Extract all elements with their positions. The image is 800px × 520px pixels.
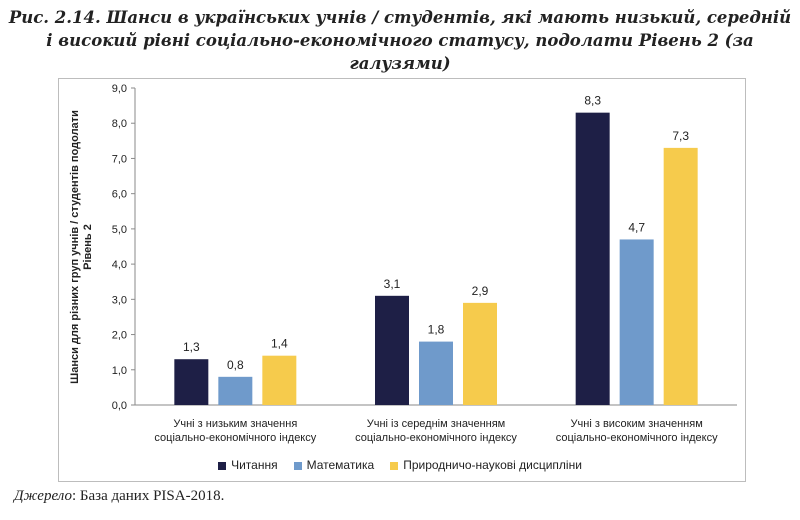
y-tick-label: 8,0 xyxy=(112,118,127,130)
bar-value-label: 1,3 xyxy=(183,340,200,354)
y-tick-label: 2,0 xyxy=(112,330,127,342)
bar-value-label: 8,3 xyxy=(584,94,601,108)
source-label: Джерело xyxy=(14,488,72,504)
source-note: Джерело: База даних PISA-2018. xyxy=(14,488,224,505)
chart-legend: Читання Математика Природничо-наукові дисц… xyxy=(0,458,800,472)
category-label: Учні з низьким значення xyxy=(173,418,297,430)
y-tick-label: 5,0 xyxy=(112,224,127,236)
category-label: Учні із середнім значенням xyxy=(367,418,506,430)
category-label: соціально-економічного індексу xyxy=(556,432,718,444)
bar xyxy=(262,355,297,405)
bar-value-label: 7,3 xyxy=(672,129,689,143)
y-tick-label: 3,0 xyxy=(112,294,127,306)
bar-value-label: 4,7 xyxy=(628,220,645,234)
chart-frame xyxy=(58,78,746,482)
y-tick-label: 7,0 xyxy=(112,153,127,165)
legend-item: Математика xyxy=(293,458,375,472)
bar xyxy=(619,239,654,405)
y-tick-label: 4,0 xyxy=(112,259,127,271)
bar-chart: 0,0 1,0 2,0 3,0 4,0 5,0 6,0 7,0 8,0 9,0 Шанси для … xyxy=(69,83,737,444)
bar-value-label: 0,8 xyxy=(227,358,244,372)
bar xyxy=(463,302,497,405)
bar xyxy=(375,295,409,405)
legend-item: Читання xyxy=(218,458,278,472)
legend-swatch xyxy=(390,461,399,470)
y-tick-label: 9,0 xyxy=(112,83,127,95)
y-axis-label-line-2: Рівень 2 xyxy=(82,224,94,270)
y-tick-label: 1,0 xyxy=(112,365,127,377)
legend-swatch xyxy=(218,461,227,470)
chart-title-line-2: і високий рівні соціально-економічного с… xyxy=(46,31,754,73)
legend-swatch xyxy=(293,461,302,470)
legend-label: Природничо-наукові дисципліни xyxy=(403,458,582,472)
y-tick-label: 0,0 xyxy=(112,400,127,412)
legend-item: Природничо-наукові дисципліни xyxy=(390,458,582,472)
legend-label: Читання xyxy=(231,458,278,472)
bar-value-label: 1,4 xyxy=(271,337,288,351)
category-label: Учні з високим значенням xyxy=(571,418,703,430)
y-tick-label: 6,0 xyxy=(112,189,127,201)
category-label: соціально-економічного індексу xyxy=(154,432,316,444)
chart-title-line-1: Рис. 2.14. Шанси в українських учнів / с… xyxy=(8,8,792,27)
chart-title: Рис. 2.14. Шанси в українських учнів / с… xyxy=(0,6,800,75)
y-axis-label-line-1: Шанси для різних груп учнів / студентів … xyxy=(69,110,81,384)
y-axis-label: Шанси для різних груп учнів / студентів … xyxy=(69,110,94,384)
category-label: соціально-економічного індексу xyxy=(355,432,517,444)
bar-value-label: 3,1 xyxy=(384,277,401,291)
bar xyxy=(218,376,253,405)
bar xyxy=(663,147,698,405)
bar xyxy=(575,112,610,406)
bar-value-label: 2,9 xyxy=(472,284,489,298)
source-text: : База даних PISA-2018. xyxy=(71,488,225,504)
bar xyxy=(419,341,453,405)
bar xyxy=(174,359,209,405)
legend-label: Математика xyxy=(306,458,375,472)
bar-value-label: 1,8 xyxy=(428,323,445,337)
